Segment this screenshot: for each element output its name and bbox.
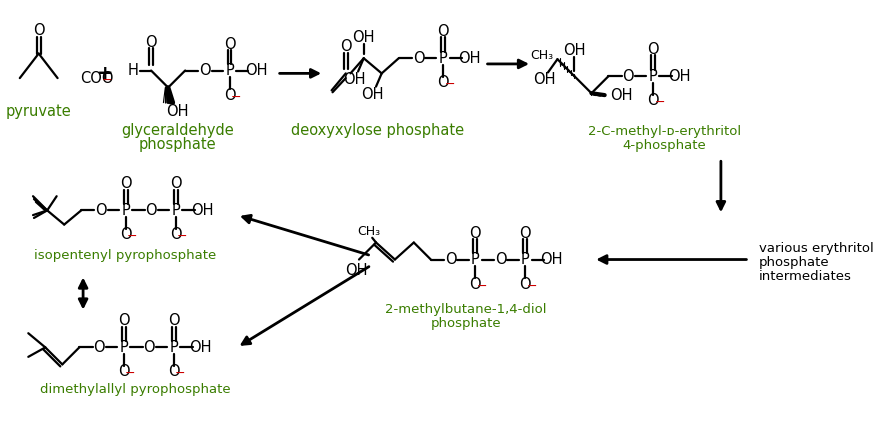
Text: O: O bbox=[519, 276, 531, 292]
Text: OH: OH bbox=[345, 263, 368, 278]
Text: P: P bbox=[122, 203, 130, 218]
Text: 2-methylbutane-1,4-diol: 2-methylbutane-1,4-diol bbox=[385, 303, 546, 316]
Text: O: O bbox=[170, 177, 181, 191]
Text: CH₃: CH₃ bbox=[357, 225, 380, 238]
Text: O: O bbox=[413, 51, 424, 66]
Text: O: O bbox=[168, 313, 179, 329]
Text: intermediates: intermediates bbox=[758, 270, 852, 283]
Text: phosphate: phosphate bbox=[431, 317, 501, 330]
Text: O: O bbox=[170, 227, 181, 243]
Text: OH: OH bbox=[189, 340, 211, 355]
Text: −: − bbox=[477, 279, 488, 293]
Text: O: O bbox=[495, 252, 506, 267]
Text: P: P bbox=[521, 252, 529, 267]
Text: O: O bbox=[118, 313, 130, 329]
Text: OH: OH bbox=[668, 69, 691, 84]
Text: O: O bbox=[340, 39, 352, 54]
Text: deoxyxylose phosphate: deoxyxylose phosphate bbox=[291, 122, 464, 138]
Text: −: − bbox=[125, 367, 136, 380]
Text: various erythritol: various erythritol bbox=[758, 242, 874, 255]
Text: P: P bbox=[119, 340, 128, 355]
Text: O: O bbox=[146, 35, 157, 50]
Text: O: O bbox=[95, 203, 107, 218]
Text: −: − bbox=[527, 279, 537, 293]
Text: OH: OH bbox=[191, 203, 213, 218]
Text: OH: OH bbox=[353, 30, 375, 45]
Text: +: + bbox=[97, 64, 113, 83]
Text: glyceraldehyde: glyceraldehyde bbox=[122, 122, 234, 138]
Text: OH: OH bbox=[610, 88, 633, 102]
Text: P: P bbox=[226, 63, 234, 78]
Text: O: O bbox=[647, 42, 659, 57]
Text: O: O bbox=[33, 23, 44, 38]
Text: O: O bbox=[120, 177, 131, 191]
Text: O: O bbox=[470, 226, 481, 240]
Text: OH: OH bbox=[533, 72, 556, 88]
Text: −: − bbox=[445, 78, 455, 91]
Text: 4-phosphate: 4-phosphate bbox=[622, 139, 706, 152]
Text: phosphate: phosphate bbox=[139, 137, 217, 152]
Text: O: O bbox=[647, 93, 659, 108]
Text: O: O bbox=[120, 227, 131, 243]
Text: O: O bbox=[622, 69, 634, 84]
Text: CH₃: CH₃ bbox=[530, 49, 553, 62]
Text: P: P bbox=[170, 340, 178, 355]
Text: O: O bbox=[199, 63, 210, 78]
Text: OH: OH bbox=[563, 43, 586, 58]
Text: O: O bbox=[146, 203, 157, 218]
Text: 2-C-methyl-ᴅ-erythritol: 2-C-methyl-ᴅ-erythritol bbox=[588, 125, 741, 138]
Text: OH: OH bbox=[166, 104, 189, 118]
Text: O: O bbox=[224, 36, 235, 52]
Text: O: O bbox=[144, 340, 155, 355]
Text: OH: OH bbox=[541, 252, 563, 267]
Text: pyruvate: pyruvate bbox=[6, 104, 72, 118]
Text: OH: OH bbox=[245, 63, 267, 78]
Text: −: − bbox=[177, 230, 187, 243]
Text: −: − bbox=[101, 73, 112, 86]
Text: dimethylallyl pyrophosphate: dimethylallyl pyrophosphate bbox=[40, 383, 230, 396]
Text: O: O bbox=[445, 252, 456, 267]
Text: P: P bbox=[439, 51, 448, 66]
Text: −: − bbox=[175, 367, 186, 380]
Text: O: O bbox=[437, 76, 449, 90]
Text: O: O bbox=[93, 340, 105, 355]
Text: −: − bbox=[127, 230, 138, 243]
Text: O: O bbox=[224, 88, 235, 102]
Text: OH: OH bbox=[343, 72, 366, 86]
Text: OH: OH bbox=[361, 87, 384, 102]
Text: −: − bbox=[654, 96, 665, 109]
Text: O: O bbox=[168, 365, 179, 379]
Text: OH: OH bbox=[458, 51, 480, 66]
Text: P: P bbox=[471, 252, 480, 267]
Text: O: O bbox=[437, 24, 449, 39]
Text: phosphate: phosphate bbox=[758, 256, 829, 269]
Text: O: O bbox=[519, 226, 531, 240]
Text: −: − bbox=[231, 91, 242, 103]
Text: isopentenyl pyrophosphate: isopentenyl pyrophosphate bbox=[35, 249, 217, 262]
Text: H: H bbox=[128, 63, 139, 78]
Text: O: O bbox=[118, 365, 130, 379]
Text: P: P bbox=[171, 203, 180, 218]
Text: COO: COO bbox=[80, 71, 114, 85]
Text: P: P bbox=[648, 69, 657, 84]
Text: O: O bbox=[470, 276, 481, 292]
